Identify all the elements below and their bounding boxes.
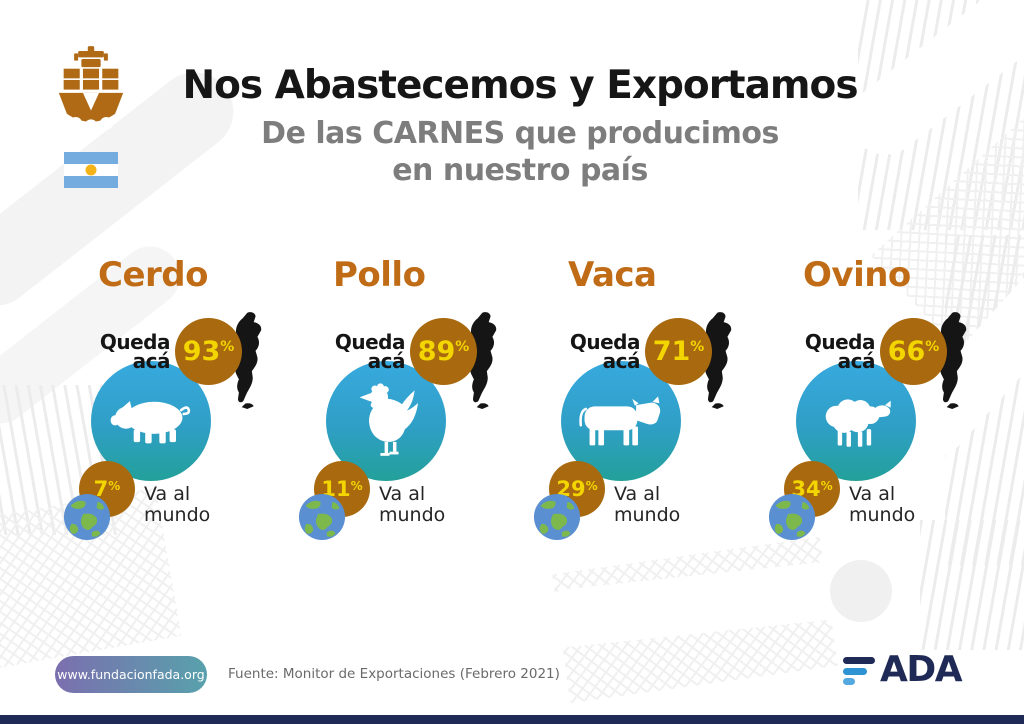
stays-here-line1: Queda [804,330,876,354]
goes-to-world-line2: mundo [614,504,681,526]
cargo-ship-icon [54,40,128,136]
category-title: Cerdo [98,255,208,295]
goes-to-world-line2: mundo [849,504,916,526]
fada-logo: ADA [843,649,983,692]
stays-here-label: Queda acá [771,330,876,373]
percent-sign: % [108,478,121,493]
stay-percentage-badge: 93% [175,318,242,385]
stay-percentage-value: 66 [887,336,926,367]
category-card-pollo: Pollo 89% Queda [295,255,545,555]
percent-sign: % [925,339,940,355]
website-link-pill[interactable]: www.fundacionfada.org [55,656,207,693]
goes-to-world-line1: Va al [144,483,191,505]
stays-here-line2: acá [132,349,171,373]
globe-icon [63,493,111,541]
stays-here-line1: Queda [569,330,641,354]
argentina-map-icon [696,311,744,409]
goes-to-world-line1: Va al [379,483,426,505]
fada-logo-bar-middle [843,667,867,675]
stays-here-line2: acá [367,349,406,373]
stays-here-label: Queda acá [301,330,406,373]
category-title: Ovino [803,255,911,295]
stay-percentage-badge: 71% [645,318,712,385]
argentina-flag-icon [64,150,118,190]
percent-sign: % [455,339,470,355]
stays-here-line2: acá [837,349,876,373]
percent-sign: % [820,478,833,493]
pig-icon [110,401,191,444]
title-block: Nos Abastecemos y Exportamos De las CARN… [120,64,920,189]
percent-sign: % [220,339,235,355]
category-title: Vaca [568,255,657,295]
stays-here-label: Queda acá [66,332,171,373]
cow-icon [579,395,661,445]
percent-sign: % [585,478,598,493]
source-caption: Fuente: Monitor de Exportaciones (Febrer… [228,666,560,682]
category-card-vaca: Vaca 71% Queda [530,255,780,555]
chicken-icon [359,383,419,456]
argentina-map-icon [226,311,274,409]
stay-percentage-badge: 66% [880,318,947,385]
goes-to-world-label: Va al mundo [849,484,915,526]
fada-logo-text: ADA [880,649,963,690]
page-title: Nos Abastecemos y Exportamos [182,63,858,108]
sheep-icon [825,398,891,447]
fada-logo-bar-bottom [843,678,855,685]
page-subtitle-line2: en nuestro país [392,153,648,188]
goes-to-world-line2: mundo [379,504,446,526]
stay-percentage-value: 89 [417,336,456,367]
page-subtitle-line1: De las CARNES que producimos [261,116,779,151]
globe-icon [533,493,581,541]
category-card-ovino: Ovino 66% Queda acá [765,255,1015,555]
percent-sign: % [690,339,705,355]
goes-to-world-label: Va al mundo [379,484,445,526]
fada-logo-bar-top [843,657,875,664]
grid-pattern-bottom [552,536,838,704]
category-title: Pollo [333,255,426,295]
bottom-navy-bar [0,715,1024,724]
globe-icon [298,493,346,541]
argentina-map-icon [461,311,509,409]
stays-here-line2: acá [602,349,641,373]
percent-sign: % [350,478,363,493]
goes-to-world-label: Va al mundo [614,484,680,526]
white-worm-bottom [538,552,922,650]
stays-here-line1: Queda [334,330,406,354]
globe-icon [768,493,816,541]
website-url: www.fundacionfada.org [57,667,205,682]
goes-to-world-line1: Va al [614,483,661,505]
category-card-cerdo: Cerdo 93% Queda [60,255,310,555]
stay-percentage-value: 71 [652,336,691,367]
goes-to-world-line2: mundo [144,504,211,526]
goes-to-world-line1: Va al [849,483,896,505]
stay-percentage-badge: 89% [410,318,477,385]
stay-percentage-value: 93 [182,336,221,367]
goes-to-world-label: Va al mundo [144,484,210,526]
stays-here-label: Queda acá [536,330,641,373]
gray-circle-bottom-right [830,560,892,622]
